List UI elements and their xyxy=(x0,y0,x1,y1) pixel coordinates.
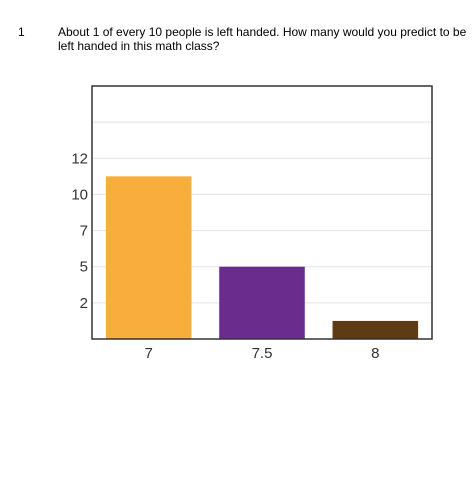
y-tick-label: 10 xyxy=(71,186,88,203)
question-text: About 1 of every 10 people is left hande… xyxy=(58,25,467,53)
bars xyxy=(105,176,419,339)
bar-8 xyxy=(332,320,419,339)
x-tick-label: 7 xyxy=(144,345,152,362)
tick-labels: 2 5 7 10 12 7 7.5 8 xyxy=(71,150,379,362)
y-tick-label: 2 xyxy=(80,295,88,312)
bar-7-5 xyxy=(219,266,305,339)
y-tick-label: 12 xyxy=(71,150,88,167)
x-tick-label: 8 xyxy=(371,345,379,362)
y-tick-label: 7 xyxy=(80,223,88,240)
question-number: 1 xyxy=(18,25,25,39)
y-tick-label: 5 xyxy=(80,259,88,276)
x-tick-label: 7.5 xyxy=(252,345,273,362)
plot-frame xyxy=(91,85,433,340)
bar-7 xyxy=(105,176,192,339)
